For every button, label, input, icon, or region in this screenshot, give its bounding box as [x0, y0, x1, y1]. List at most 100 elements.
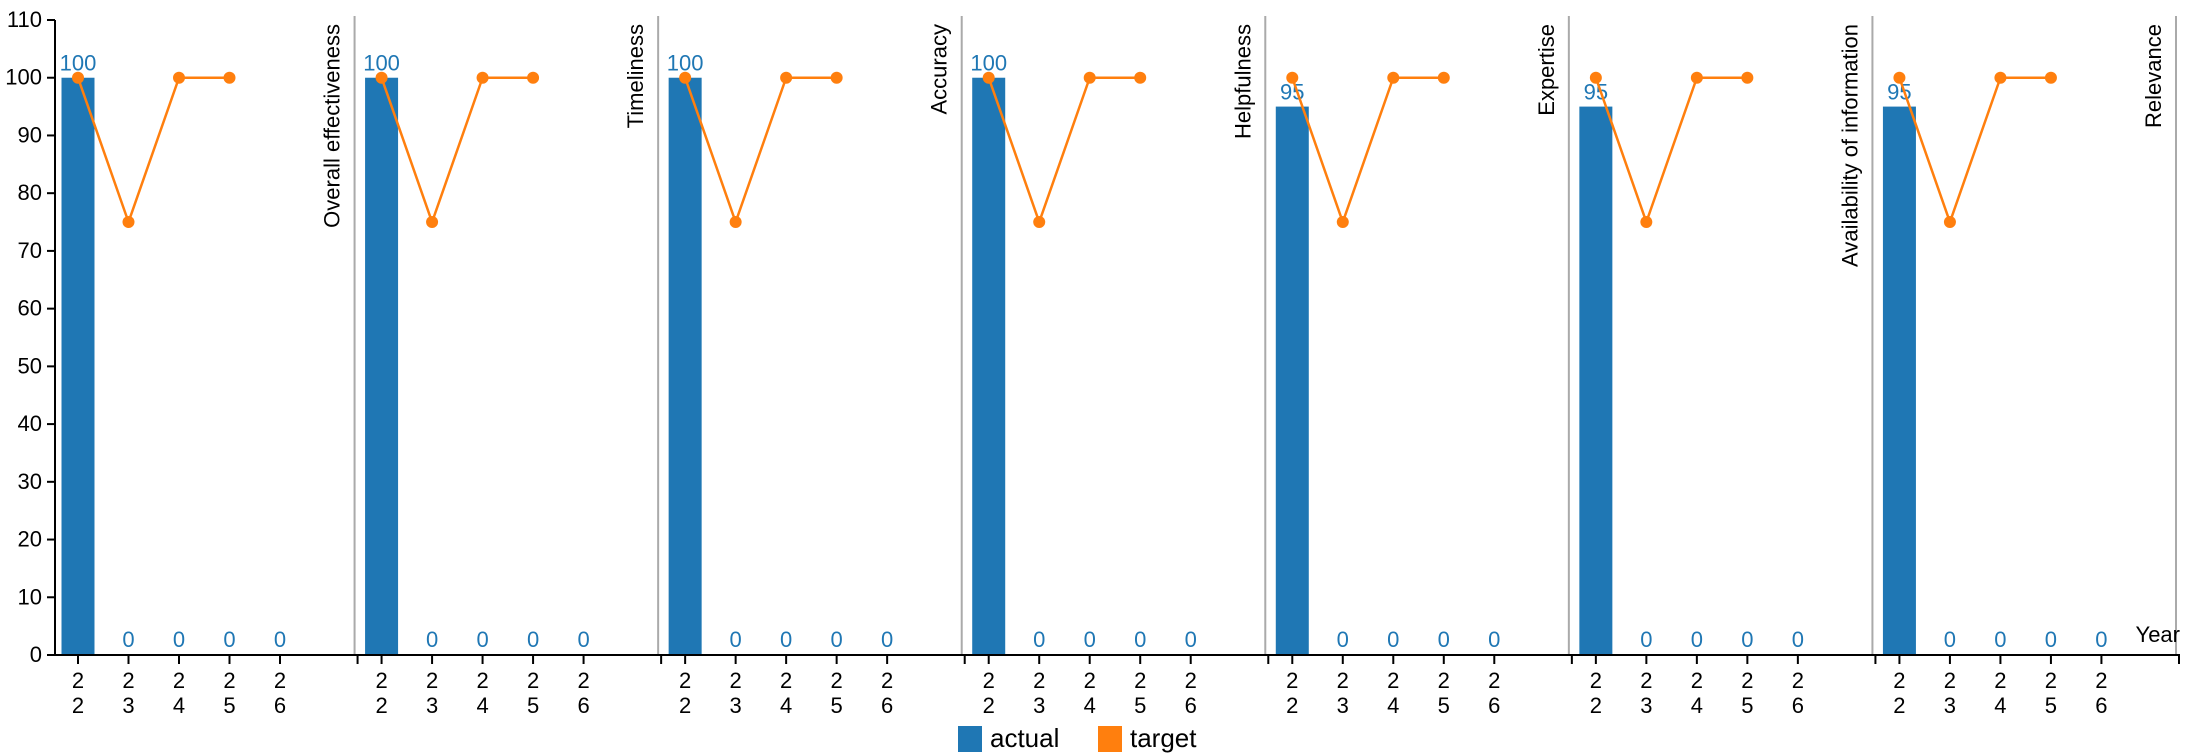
bar-value-label: 0	[426, 627, 438, 652]
bar-value-label: 0	[1792, 627, 1804, 652]
target-point	[223, 71, 236, 84]
bar-actual	[1882, 106, 1916, 655]
target-line	[380, 76, 534, 226]
x-tick-label: 3	[1033, 693, 1045, 718]
x-tick-label: 2	[1134, 668, 1146, 693]
y-tick-label: 100	[5, 65, 42, 90]
x-tick-label: 2	[72, 693, 84, 718]
chart-panels: Overall effectiveness 100 0 0 0 0 Timeliness 10…	[60, 16, 2177, 655]
x-tick-label: 2	[375, 693, 387, 718]
x-tick-label: 3	[730, 693, 742, 718]
bar-value-label: 0	[1691, 627, 1703, 652]
x-tick-label: 2	[527, 668, 539, 693]
bar-value-label: 0	[1185, 627, 1197, 652]
y-tick-label: 10	[18, 584, 42, 609]
bar-value-label: 0	[122, 627, 134, 652]
panel-title: Availability of information	[1837, 24, 1862, 267]
x-tick-label: 2	[780, 668, 792, 693]
x-tick-label: 4	[780, 693, 792, 718]
target-point	[729, 216, 742, 229]
x-tick-label: 6	[577, 693, 589, 718]
target-point	[1741, 71, 1754, 84]
target-point	[1387, 71, 1400, 84]
x-tick-label: 2	[983, 693, 995, 718]
x-tick-label: 5	[527, 693, 539, 718]
target-point	[1437, 71, 1450, 84]
x-tick-label: 2	[679, 693, 691, 718]
y-tick-label: 110	[7, 7, 42, 32]
x-tick-label: 2	[1286, 693, 1298, 718]
x-tick-label: 2	[1488, 668, 1500, 693]
y-tick-label: 80	[18, 180, 42, 205]
x-tick-label: 2	[831, 668, 843, 693]
target-point	[72, 71, 84, 84]
x-tick-label: 3	[1337, 693, 1349, 718]
x-tick-label: 2	[679, 668, 691, 693]
target-point	[122, 216, 135, 229]
x-tick-label: 2	[1387, 668, 1399, 693]
legend-swatch-actual	[958, 726, 982, 752]
bar-value-label: 0	[780, 627, 792, 652]
y-tick-label: 60	[18, 296, 42, 321]
bar-actual	[365, 77, 399, 655]
x-tick-label: 2	[2045, 668, 2057, 693]
x-axis-title: Year	[2136, 622, 2180, 647]
x-tick-label: 6	[1792, 693, 1804, 718]
bar-value-label: 100	[60, 51, 97, 76]
x-tick-label: 2	[1438, 668, 1450, 693]
y-axis: 0 10 20 30 40 50 60 70 80 90 100 110	[5, 7, 56, 667]
x-tick-label: 4	[173, 693, 185, 718]
x-tick-label: 6	[1185, 693, 1197, 718]
panel-title: Helpfulness	[1230, 24, 1255, 139]
target-point	[1033, 216, 1046, 229]
x-tick-label: 2	[72, 668, 84, 693]
bar-value-label: 0	[223, 627, 235, 652]
x-tick-label: 4	[1691, 693, 1703, 718]
panel-title: Relevance	[2141, 24, 2166, 128]
y-tick-label: 50	[18, 353, 42, 378]
bar-value-label: 0	[881, 627, 893, 652]
bar-value-label: 0	[1387, 627, 1399, 652]
target-point	[1083, 71, 1096, 84]
target-point	[1336, 216, 1349, 229]
x-tick-label: 2	[1893, 668, 1905, 693]
bar-value-label: 0	[1741, 627, 1753, 652]
x-tick-label: 2	[1893, 693, 1905, 718]
x-tick-label: 5	[2045, 693, 2057, 718]
legend-label-actual: actual	[990, 723, 1059, 753]
x-tick-label: 5	[831, 693, 843, 718]
x-tick-label: 2	[375, 668, 387, 693]
bar-value-label: 100	[970, 51, 1007, 76]
x-tick-label: 6	[1488, 693, 1500, 718]
x-tick-label: 2	[1944, 668, 1956, 693]
bar-value-label: 0	[1337, 627, 1349, 652]
target-point	[1690, 71, 1703, 84]
bar-actual	[61, 77, 95, 655]
target-point	[830, 71, 843, 84]
target-point	[679, 71, 692, 84]
panel: Timeliness 100 0 0 0 0	[363, 16, 660, 655]
bar-value-label: 0	[1488, 627, 1500, 652]
target-line	[1291, 76, 1444, 226]
target-point	[1994, 71, 2007, 84]
target-point	[476, 71, 489, 84]
bar-value-label: 0	[527, 627, 539, 652]
target-point	[527, 71, 540, 84]
panel: Overall effectiveness 100 0 0 0 0	[60, 16, 356, 655]
bar-actual	[972, 77, 1006, 655]
y-tick-label: 40	[18, 411, 42, 436]
target-point	[1640, 216, 1653, 229]
x-tick-label: 2	[881, 668, 893, 693]
x-tick-label: 6	[2095, 693, 2107, 718]
target-point	[2044, 71, 2057, 84]
x-tick-label: 4	[1387, 693, 1399, 718]
x-tick-label: 5	[223, 693, 235, 718]
x-tick-label: 2	[476, 668, 488, 693]
x-tick-label: 2	[1590, 693, 1602, 718]
bar-value-label: 0	[173, 627, 185, 652]
x-tick-label: 3	[426, 693, 438, 718]
x-tick-label: 2	[1994, 668, 2006, 693]
x-tick-label: 2	[577, 668, 589, 693]
x-tick-label: 2	[1792, 668, 1804, 693]
